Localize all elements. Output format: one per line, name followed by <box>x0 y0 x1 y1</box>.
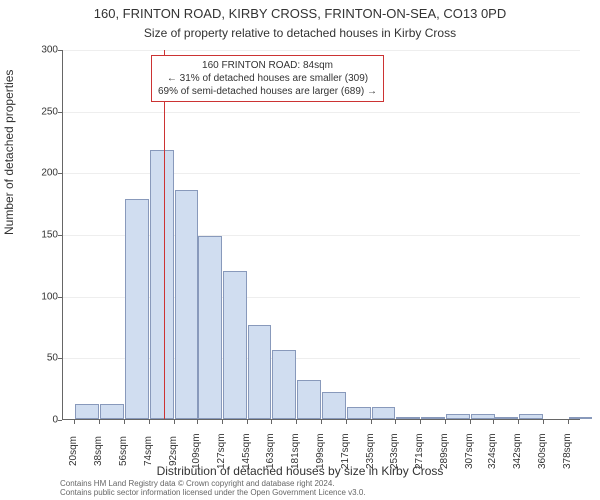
y-tick-mark <box>58 297 62 298</box>
property-marker-line <box>164 50 165 419</box>
x-tick-mark <box>174 420 175 424</box>
info-box-line: 69% of semi-detached houses are larger (… <box>158 85 377 98</box>
y-tick-mark <box>58 358 62 359</box>
histogram-bar <box>100 404 124 419</box>
histogram-bar <box>75 404 99 419</box>
footer-line2: Contains public sector information licen… <box>60 488 366 498</box>
x-tick-mark <box>247 420 248 424</box>
y-tick-label: 0 <box>18 415 58 426</box>
y-tick-label: 100 <box>18 291 58 302</box>
gridline <box>63 112 580 113</box>
x-tick-mark <box>321 420 322 424</box>
x-axis-label: Distribution of detached houses by size … <box>0 464 600 478</box>
x-tick-mark <box>149 420 150 424</box>
footer-line1: Contains HM Land Registry data © Crown c… <box>60 479 366 489</box>
footer-attribution: Contains HM Land Registry data © Crown c… <box>60 479 366 498</box>
x-tick-mark <box>420 420 421 424</box>
y-tick-mark <box>58 235 62 236</box>
y-tick-mark <box>58 112 62 113</box>
property-info-box: 160 FRINTON ROAD: 84sqm← 31% of detached… <box>151 55 384 102</box>
y-tick-mark <box>58 50 62 51</box>
histogram-bar <box>297 380 321 419</box>
histogram-bar <box>494 417 518 419</box>
x-tick-mark <box>543 420 544 424</box>
x-tick-mark <box>568 420 569 424</box>
histogram-bar <box>175 190 199 419</box>
x-tick-mark <box>99 420 100 424</box>
y-tick-label: 50 <box>18 353 58 364</box>
page-title: 160, FRINTON ROAD, KIRBY CROSS, FRINTON-… <box>0 6 600 21</box>
x-tick-mark <box>74 420 75 424</box>
x-tick-mark <box>493 420 494 424</box>
x-tick-mark <box>470 420 471 424</box>
y-tick-mark <box>58 173 62 174</box>
x-tick-mark <box>371 420 372 424</box>
x-tick-mark <box>271 420 272 424</box>
x-tick-mark <box>395 420 396 424</box>
info-box-line: ← 31% of detached houses are smaller (30… <box>158 72 377 85</box>
x-tick-mark <box>445 420 446 424</box>
y-tick-label: 150 <box>18 230 58 241</box>
chart-area: 160 FRINTON ROAD: 84sqm← 31% of detached… <box>62 50 580 420</box>
histogram-bar <box>322 392 346 419</box>
info-box-line: 160 FRINTON ROAD: 84sqm <box>158 59 377 72</box>
gridline <box>63 173 580 174</box>
histogram-bar <box>372 407 396 419</box>
histogram-bar <box>569 417 593 419</box>
histogram-bar <box>347 407 371 419</box>
histogram-bar <box>248 325 272 419</box>
x-tick-mark <box>222 420 223 424</box>
x-tick-mark <box>296 420 297 424</box>
x-tick-mark <box>346 420 347 424</box>
histogram-bar <box>272 350 296 419</box>
y-axis-label: Number of detached properties <box>2 70 16 235</box>
histogram-bar <box>198 236 222 419</box>
histogram-bar <box>223 271 247 419</box>
y-tick-label: 300 <box>18 45 58 56</box>
histogram-bar <box>125 199 149 419</box>
histogram-bar <box>421 417 445 419</box>
histogram-bar <box>446 414 470 419</box>
gridline <box>63 50 580 51</box>
x-tick-mark <box>518 420 519 424</box>
histogram-bar <box>396 417 420 419</box>
y-tick-label: 200 <box>18 168 58 179</box>
x-tick-mark <box>124 420 125 424</box>
histogram-bar <box>150 150 174 419</box>
y-tick-label: 250 <box>18 106 58 117</box>
x-tick-mark <box>197 420 198 424</box>
histogram-bar <box>471 414 495 419</box>
histogram-bar <box>519 414 543 419</box>
page-subtitle: Size of property relative to detached ho… <box>0 26 600 40</box>
y-tick-mark <box>58 420 62 421</box>
